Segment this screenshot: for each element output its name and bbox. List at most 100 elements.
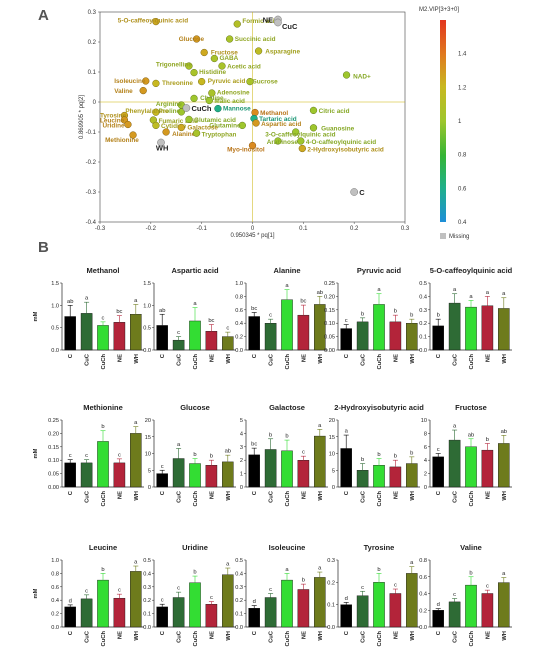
bar-chart-tyrosine: Tyrosine 0.0 0.1 0.2 0.3 d Cc CuC b CuCh c NE a WH — [327, 543, 420, 646]
bar-wh — [498, 308, 510, 351]
x-tick-label: -0.3 — [95, 226, 106, 232]
significance-letter: a — [502, 291, 506, 297]
colorbar-tick: 0.6 — [458, 186, 467, 192]
missing-swatch — [440, 233, 446, 239]
point-histidine — [190, 68, 198, 77]
colorbar-title: M2.VIP[3+3+0] — [419, 7, 459, 13]
y-tick-label: 0.4 — [143, 571, 151, 577]
significance-letter: bc — [251, 306, 257, 312]
significance-letter: ab — [67, 299, 73, 305]
x-tick-label: CuCh — [285, 631, 291, 647]
bar-chart-title: Isoleucine — [269, 543, 306, 552]
significance-letter: a — [193, 301, 197, 307]
point-adenosine — [208, 89, 216, 97]
point-citric-acid — [309, 106, 318, 115]
y-tick-label: 0.1 — [88, 70, 97, 76]
bar-c — [432, 325, 444, 351]
bar-cuch — [281, 299, 293, 351]
point-label-formic-acid: Formic acid — [242, 18, 278, 25]
bar-cuc — [448, 601, 461, 628]
bar-chart-title: Valine — [460, 543, 482, 552]
y-tick-label: 0.6 — [419, 575, 427, 581]
y-tick-label: 4 — [424, 458, 427, 464]
y-tick-label: 0.5 — [143, 558, 151, 564]
y-tick-label: 0.3 — [327, 558, 335, 564]
significance-letter: b — [410, 313, 413, 319]
y-tick-label: 0.25 — [324, 281, 335, 287]
y-tick-label: 10 — [329, 452, 335, 458]
point-asparagine — [254, 47, 263, 55]
x-tick-label: CuCh — [377, 354, 383, 370]
bar-chart-uridine: Uridine 0.0 0.1 0.2 0.3 0.4 0.5 c Cc CuC b CuCh c NE a… — [143, 543, 236, 646]
y-tick-label: 0.00 — [48, 485, 59, 491]
y-tick-label: 0.0 — [419, 625, 427, 631]
point-label-4-o-caffeoylquinic-acid: 4-O-caffeoylquinic acid — [306, 139, 376, 146]
y-tick-label: 0.6 — [235, 308, 243, 314]
y-tick-label: 0.4 — [235, 321, 243, 327]
point-label-trigonelline: Trigonelline — [156, 62, 192, 69]
point-label-uridine: Uridine — [103, 123, 125, 130]
point-acetic-acid — [218, 62, 226, 70]
x-tick-label: 0.3 — [401, 226, 410, 232]
bar-ne — [113, 322, 126, 351]
group-point-wh — [157, 138, 165, 147]
bar-cuc — [356, 321, 369, 351]
bar-ne — [113, 597, 126, 628]
bar-cuch — [373, 582, 385, 628]
bar-chart-valine: Valine 0.0 0.2 0.4 0.6 0.8 d Cc CuC b CuCh c NE a WH — [419, 543, 512, 646]
bar-chart-5-o-caffeoylquinic-acid: 5-O-caffeoylquinic acid 0.0 0.1 0.2 0.3 0.4 0.… — [419, 266, 512, 369]
y-tick-label: 0.2 — [143, 598, 151, 604]
significance-letter: b — [377, 452, 380, 458]
significance-letter: c — [161, 598, 164, 604]
x-tick-label: CuCh — [101, 354, 107, 370]
y-tick-label: 5 — [332, 468, 335, 474]
group-label-wh: WH — [156, 144, 169, 153]
bar-cuc — [172, 458, 185, 488]
y-tick-label: 0.3 — [143, 585, 151, 591]
x-tick-label: CuCh — [193, 491, 199, 507]
y-tick-label: 10 — [421, 418, 427, 424]
significance-letter: b — [101, 424, 104, 430]
significance-letter: c — [118, 452, 121, 458]
bar-chart-title: Tyrosine — [364, 543, 395, 552]
point-label-adenosine: Adenosine — [217, 89, 250, 96]
bar-chart-title: Pyruvic acid — [357, 266, 402, 275]
point-label-arabinose: Arabinose — [267, 139, 299, 146]
bar-ne — [297, 314, 310, 351]
y-tick-label: 0.2 — [235, 598, 243, 604]
y-tick-label: 1.0 — [51, 558, 59, 564]
point-tryptophan — [192, 129, 201, 137]
y-tick-label: 0.15 — [48, 445, 59, 451]
significance-letter: b — [269, 432, 272, 438]
significance-letter: a — [453, 287, 457, 293]
colorbar-tick: 1.4 — [458, 52, 467, 58]
y-tick-label: 1.5 — [51, 281, 59, 287]
bar-cuch — [189, 463, 201, 488]
point-myo-inositol — [248, 141, 257, 150]
y-tick-label: 0.00 — [324, 348, 335, 354]
y-tick-label: 0.4 — [51, 598, 59, 604]
point-uridine — [124, 120, 132, 129]
point-label-glutamic-acid: Glutamic acid — [194, 117, 236, 124]
significance-letter: b — [101, 567, 104, 573]
bar-c — [248, 608, 260, 628]
y-tick-label: 1 — [240, 472, 243, 478]
significance-letter: d — [69, 598, 72, 604]
y-tick-label: 5 — [148, 468, 151, 474]
y-tick-label: 0.8 — [419, 558, 427, 564]
significance-letter: c — [226, 326, 229, 332]
y-tick-label: 0.2 — [419, 608, 427, 614]
point-label-tryptophan: Tryptophan — [202, 131, 237, 138]
bar-ne — [297, 589, 310, 628]
significance-letter: c — [361, 585, 364, 591]
bar-wh — [498, 582, 510, 628]
significance-letter: a — [318, 423, 322, 429]
x-tick-label: CuC — [85, 630, 91, 643]
point-label-cytidine: Cytidine — [161, 123, 187, 130]
bar-ne — [481, 593, 494, 628]
bar-cuch — [465, 584, 477, 628]
significance-letter: ab — [225, 449, 231, 455]
point-arabinose — [274, 137, 282, 145]
significance-letter: a — [502, 571, 506, 577]
x-tick-label: CuC — [85, 353, 91, 366]
